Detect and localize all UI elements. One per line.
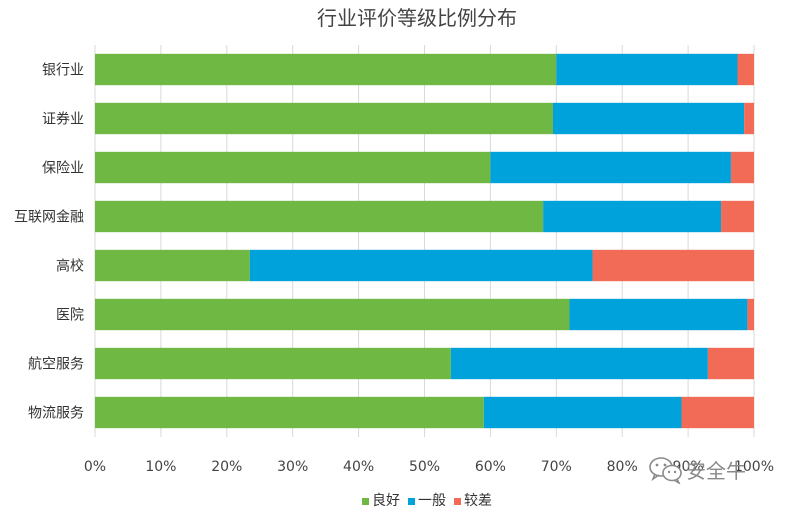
legend-swatch bbox=[454, 497, 461, 505]
bar-segment bbox=[553, 102, 745, 135]
legend-item: 良好 bbox=[362, 490, 400, 510]
x-tick-label: 40% bbox=[343, 459, 374, 475]
legend-swatch bbox=[408, 497, 415, 505]
bar-segment bbox=[483, 396, 682, 429]
bar-segment bbox=[95, 396, 484, 429]
chart-title: 行业评价等级比例分布 bbox=[317, 6, 517, 30]
legend-swatch bbox=[362, 497, 369, 505]
wechat-icon bbox=[649, 456, 682, 484]
bar-segment bbox=[95, 249, 250, 282]
x-tick-label: 0% bbox=[84, 459, 106, 475]
bar-segment bbox=[744, 102, 754, 135]
legend-item: 较差 bbox=[454, 490, 492, 510]
x-tick-label: 30% bbox=[277, 459, 308, 475]
bar-segment bbox=[569, 298, 748, 331]
bar-segment bbox=[747, 298, 754, 331]
legend-label: 良好 bbox=[372, 493, 400, 509]
x-tick-label: 10% bbox=[145, 459, 176, 475]
bar-segment bbox=[721, 200, 754, 233]
category-label: 保险业 bbox=[42, 161, 84, 177]
category-label: 证券业 bbox=[42, 112, 84, 128]
x-tick-label: 70% bbox=[541, 459, 572, 475]
bar-segment bbox=[95, 347, 451, 380]
bar-segment bbox=[450, 347, 708, 380]
bar-segment bbox=[681, 396, 754, 429]
legend-item: 一般 bbox=[408, 490, 446, 510]
bar-segment bbox=[95, 151, 491, 184]
watermark: 安全牛 bbox=[648, 455, 746, 484]
bar-segment bbox=[95, 53, 557, 86]
bar-segment bbox=[592, 249, 754, 282]
x-tick-label: 50% bbox=[409, 459, 440, 475]
category-label: 航空服务 bbox=[28, 357, 84, 373]
bar-segment bbox=[730, 151, 754, 184]
x-tick-label: 20% bbox=[211, 459, 242, 475]
category-label: 物流服务 bbox=[28, 406, 84, 422]
watermark-text: 安全牛 bbox=[686, 459, 746, 483]
bar-segment bbox=[707, 347, 754, 380]
legend: 良好 一般 较差 bbox=[0, 490, 794, 510]
category-label: 互联网金融 bbox=[14, 210, 84, 226]
legend-label: 较差 bbox=[464, 493, 492, 509]
x-tick-label: 80% bbox=[607, 459, 638, 475]
bar-segment bbox=[249, 249, 593, 282]
x-tick-label: 60% bbox=[475, 459, 506, 475]
bar-segment bbox=[490, 151, 731, 184]
category-label: 高校 bbox=[56, 258, 84, 275]
bar-segment bbox=[556, 53, 738, 86]
legend-label: 一般 bbox=[418, 493, 446, 509]
category-label: 银行业 bbox=[42, 63, 84, 79]
x-tick-label: 100% bbox=[734, 459, 774, 475]
bar-segment bbox=[95, 200, 544, 233]
bar-segment bbox=[95, 298, 570, 331]
bar-segment bbox=[543, 200, 722, 233]
bar-segment bbox=[95, 102, 554, 135]
bar-segment bbox=[737, 53, 754, 86]
category-label: 医院 bbox=[56, 308, 84, 324]
